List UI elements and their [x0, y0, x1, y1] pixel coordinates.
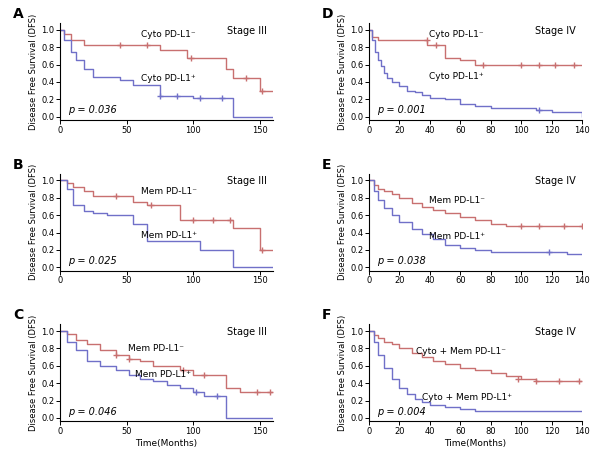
- Text: F: F: [322, 308, 332, 322]
- Text: D: D: [322, 7, 334, 21]
- Y-axis label: Disease Free Survival (DFS): Disease Free Survival (DFS): [29, 315, 38, 431]
- Text: Mem PD-L1⁻: Mem PD-L1⁻: [128, 344, 184, 353]
- Y-axis label: Disease Free Survival (DFS): Disease Free Survival (DFS): [29, 13, 38, 130]
- Text: Mem PD-L1⁺: Mem PD-L1⁺: [134, 370, 191, 379]
- Text: Stage IV: Stage IV: [535, 26, 575, 36]
- Text: Mem PD-L1⁺: Mem PD-L1⁺: [428, 232, 485, 241]
- Text: Cyto PD-L1⁺: Cyto PD-L1⁺: [428, 72, 483, 81]
- Text: Stage IV: Stage IV: [535, 327, 575, 337]
- Y-axis label: Disease Free Survival (DFS): Disease Free Survival (DFS): [29, 164, 38, 280]
- Text: Mem PD-L1⁻: Mem PD-L1⁻: [428, 196, 485, 205]
- X-axis label: Time(Months): Time(Months): [445, 439, 506, 447]
- Text: Cyto PD-L1⁻: Cyto PD-L1⁻: [428, 30, 483, 39]
- Text: E: E: [322, 158, 332, 172]
- Text: Mem PD-L1⁻: Mem PD-L1⁻: [141, 186, 197, 196]
- Text: p = 0.046: p = 0.046: [68, 407, 117, 416]
- Text: Cyto PD-L1⁺: Cyto PD-L1⁺: [141, 74, 196, 83]
- Y-axis label: Disease Free Survival (DFS): Disease Free Survival (DFS): [338, 315, 347, 431]
- Text: Stage III: Stage III: [227, 26, 266, 36]
- Text: p = 0.004: p = 0.004: [377, 407, 426, 416]
- Text: Cyto + Mem PD-L1⁺: Cyto + Mem PD-L1⁺: [422, 393, 512, 402]
- Text: Cyto PD-L1⁻: Cyto PD-L1⁻: [141, 30, 196, 39]
- Text: C: C: [13, 308, 23, 322]
- Text: p = 0.038: p = 0.038: [377, 256, 426, 266]
- Text: Mem PD-L1⁺: Mem PD-L1⁺: [141, 231, 197, 240]
- Text: Stage IV: Stage IV: [535, 176, 575, 186]
- Text: p = 0.001: p = 0.001: [377, 105, 426, 115]
- Text: p = 0.025: p = 0.025: [68, 256, 117, 266]
- Text: Cyto + Mem PD-L1⁻: Cyto + Mem PD-L1⁻: [416, 347, 506, 356]
- Text: Stage III: Stage III: [227, 327, 266, 337]
- X-axis label: Time(Months): Time(Months): [136, 439, 197, 447]
- Text: B: B: [13, 158, 24, 172]
- Text: A: A: [13, 7, 24, 21]
- Text: p = 0.036: p = 0.036: [68, 105, 117, 115]
- Text: Stage III: Stage III: [227, 176, 266, 186]
- Y-axis label: Disease Free Survival (DFS): Disease Free Survival (DFS): [338, 13, 347, 130]
- Y-axis label: Disease Free Survival (DFS): Disease Free Survival (DFS): [338, 164, 347, 280]
